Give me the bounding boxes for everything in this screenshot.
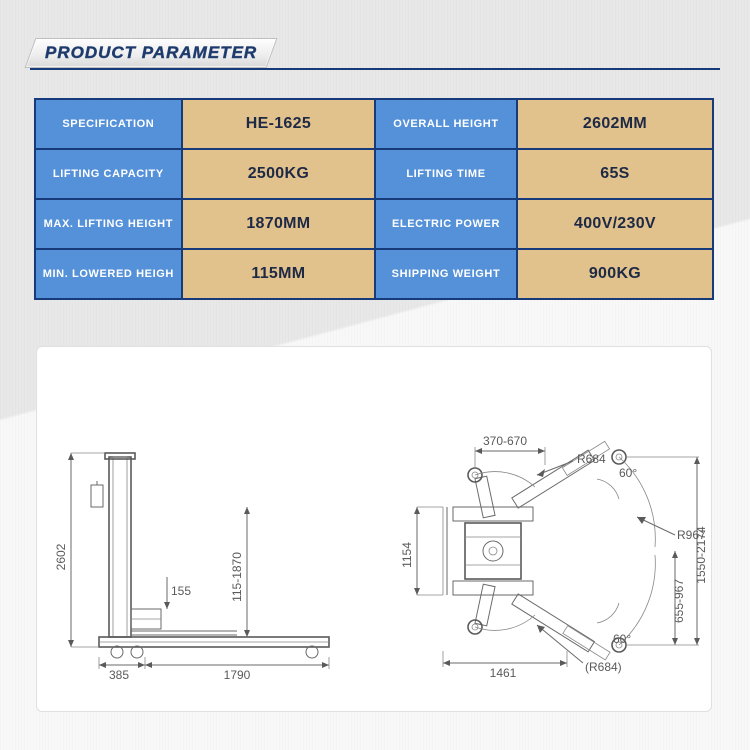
spec-label: LIFTING TIME <box>376 150 518 200</box>
dim-155: 155 <box>171 584 191 598</box>
spec-value: 2500KG <box>183 150 376 200</box>
spec-label: OVERALL HEIGHT <box>376 100 518 150</box>
dim-1461: 1461 <box>490 666 517 680</box>
dim-60-upper: 60° <box>619 466 637 480</box>
dim-2602: 2602 <box>54 543 68 570</box>
spec-label: SPECIFICATION <box>36 100 183 150</box>
technical-drawing: 2602 155 115-1870 38 <box>37 347 711 711</box>
dim-60-lower: 60° <box>613 632 631 646</box>
dim-115-1870: 115-1870 <box>230 552 244 602</box>
top-view: 370-670 R684 60° 60° R967 (R684) <box>400 434 708 680</box>
spec-table: SPECIFICATION HE-1625 OVERALL HEIGHT 260… <box>34 98 714 300</box>
spec-value: 115MM <box>183 250 376 300</box>
spec-value: 900KG <box>518 250 714 300</box>
spec-label: SHIPPING WEIGHT <box>376 250 518 300</box>
page: PRODUCT PARAMETER SPECIFICATION HE-1625 … <box>0 0 750 750</box>
spec-value: 400V/230V <box>518 200 714 250</box>
heading: PRODUCT PARAMETER <box>30 38 272 70</box>
spec-label: MIN. LOWERED HEIGH <box>36 250 183 300</box>
spec-label: MAX. LIFTING HEIGHT <box>36 200 183 250</box>
dim-r684: R684 <box>577 452 606 466</box>
dim-370-670: 370-670 <box>483 434 527 448</box>
dim-r684-paren: (R684) <box>585 660 622 674</box>
drawing-card: 2602 155 115-1870 38 <box>36 346 712 712</box>
dim-1550-2174: 1550-2174 <box>694 526 708 584</box>
spec-value: 2602MM <box>518 100 714 150</box>
heading-text: PRODUCT PARAMETER <box>45 43 257 63</box>
heading-underline <box>30 68 720 70</box>
dim-655-967: 655-967 <box>672 579 686 623</box>
spec-value: 65S <box>518 150 714 200</box>
table-row: SPECIFICATION HE-1625 OVERALL HEIGHT 260… <box>36 100 714 150</box>
spec-label: ELECTRIC POWER <box>376 200 518 250</box>
table-row: MAX. LIFTING HEIGHT 1870MM ELECTRIC POWE… <box>36 200 714 250</box>
dim-385: 385 <box>109 668 129 682</box>
spec-label: LIFTING CAPACITY <box>36 150 183 200</box>
spec-value: 1870MM <box>183 200 376 250</box>
table-row: MIN. LOWERED HEIGH 115MM SHIPPING WEIGHT… <box>36 250 714 300</box>
side-view: 2602 155 115-1870 38 <box>54 453 329 682</box>
dim-1154: 1154 <box>400 542 414 568</box>
spec-value: HE-1625 <box>183 100 376 150</box>
table-row: LIFTING CAPACITY 2500KG LIFTING TIME 65S <box>36 150 714 200</box>
heading-bar: PRODUCT PARAMETER <box>25 38 278 68</box>
dim-1790: 1790 <box>224 668 251 682</box>
